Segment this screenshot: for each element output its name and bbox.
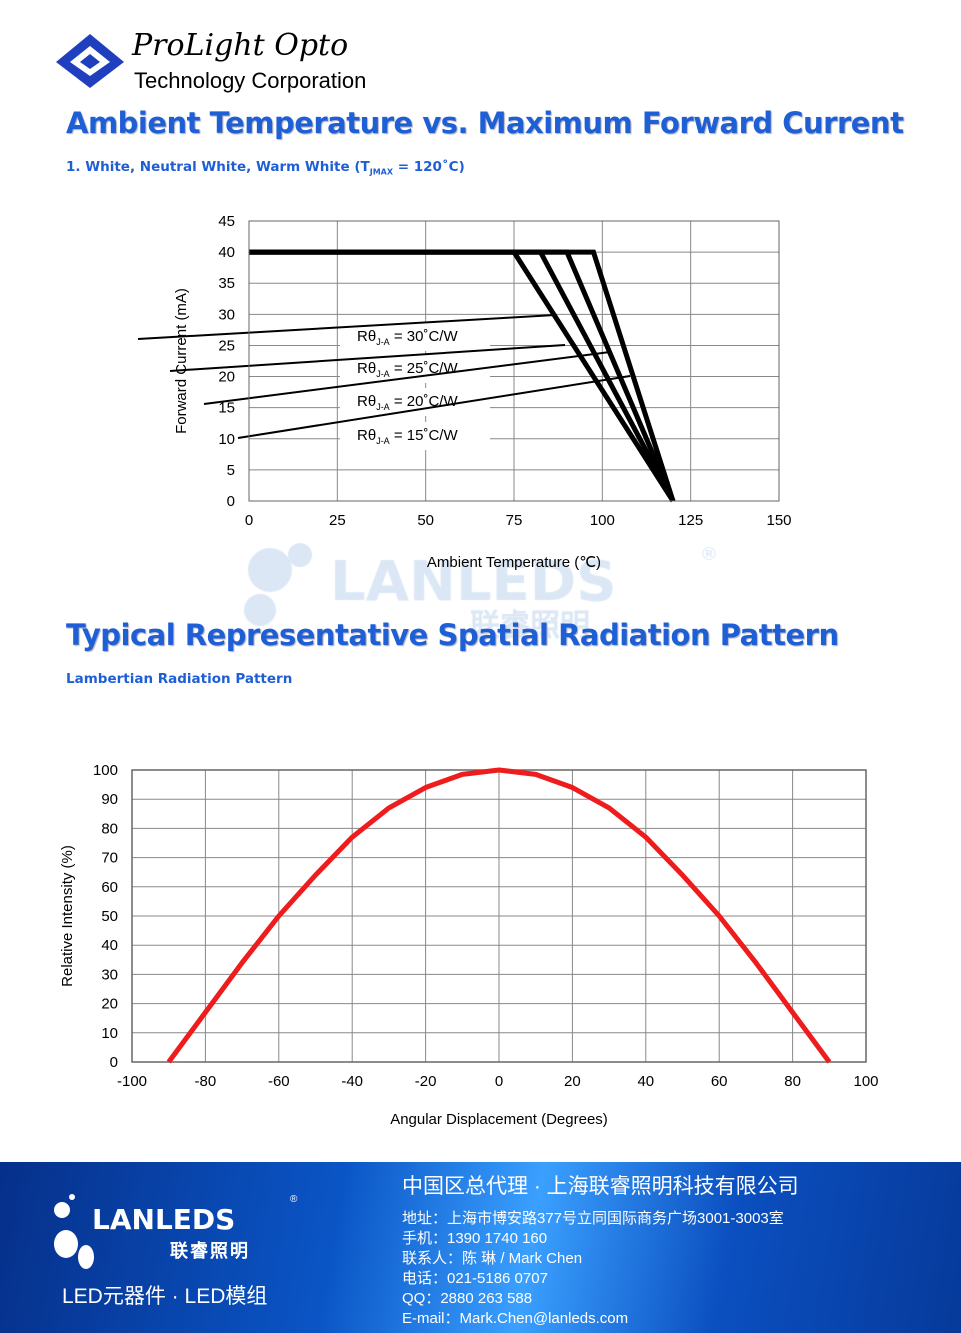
y-tick-label: 0 [110,1054,118,1071]
section2-title: Typical Representative Spatial Radiation… [66,618,839,652]
y-tick-label: 90 [101,791,118,808]
y-tick-label: 15 [218,400,235,417]
logo: ProLight Opto Technology Corporation [52,28,392,95]
footer-company: 中国区总代理 · 上海联睿照明科技有限公司 [402,1175,799,1198]
section1-title: Ambient Temperature vs. Maximum Forward … [66,106,904,140]
x-tick-label: 0 [245,512,253,529]
y-tick-label: 80 [101,820,118,837]
y-tick-label: 0 [227,493,235,510]
forward-current-chart: 0 25 50 75 100 125 150 0 5 10 15 20 25 30 35 40 45 Ambien… [137,213,792,571]
y-axis-label: Forward Current (mA) [173,288,190,434]
rth-label: RθJ-A = 30˚C/W [357,328,458,347]
footer-address: 地址：上海市博安路377号立同国际商务广场3001-3003室 [402,1210,784,1227]
footer-qq: QQ：2880 263 588 [402,1290,533,1307]
rth-label: RθJ-A = 20˚C/W [357,393,458,412]
x-tick-label: -100 [117,1073,147,1090]
y-tick-label: 50 [101,908,118,925]
label-bg [340,323,490,351]
rth-label: RθJ-A = 25˚C/W [357,360,458,379]
x-tick-label: -20 [415,1073,437,1090]
y-tick-label: 40 [218,244,235,261]
y-tick-label: 100 [93,762,118,779]
rth-label: RθJ-A = 15˚C/W [357,427,458,446]
x-tick-label: 80 [784,1073,801,1090]
x-tick-label: 150 [766,512,791,529]
x-axis-label: Ambient Temperature (℃) [427,554,601,571]
x-tick-label: 75 [506,512,523,529]
x-tick-label: 125 [678,512,703,529]
footer-email[interactable]: E-mail：Mark.Chen@lanleds.com [402,1310,629,1327]
logo-line1: ProLight Opto [132,28,349,63]
label-bg [340,355,490,383]
derating-line [249,249,676,502]
x-tick-label: 100 [853,1073,878,1090]
y-tick-label: 5 [227,462,235,479]
section1-subtitle: 1. White, Neutral White, Warm White (TJM… [66,159,465,177]
y-tick-label: 35 [218,275,235,292]
label-leader-line [203,351,611,405]
logo-line2: Technology Corporation [134,68,367,93]
x-tick-label: 20 [564,1073,581,1090]
x-tick-label: 40 [637,1073,654,1090]
y-tick-label: 30 [218,306,235,323]
y-tick-label: 25 [218,337,235,354]
x-tick-label: 50 [417,512,434,529]
plot-frame [248,220,780,502]
x-tick-label: -80 [195,1073,217,1090]
intensity-curve [166,767,832,1064]
watermark [240,530,740,640]
footer-mobile: 手机：1390 1740 160 [402,1230,548,1247]
x-tick-label: 100 [590,512,615,529]
label-leader-line [237,375,631,439]
y-tick-label: 20 [218,369,235,386]
label-leader-line [169,344,566,372]
footer-logo-text: LANLEDS [92,1203,236,1236]
x-tick-label: 0 [495,1073,503,1090]
footer-contact: 联系人：陈 琳 / Mark Chen [402,1250,583,1267]
footer-tagline: LED元器件 · LED模组 [62,1285,268,1308]
y-tick-label: 30 [101,966,118,983]
y-tick-label: 60 [101,879,118,896]
y-tick-label: 70 [101,850,118,867]
x-tick-label: -40 [341,1073,363,1090]
footer-logo-cn: 联睿照明 [170,1241,250,1261]
label-leader-line [137,314,556,340]
y-axis-label: Relative Intensity (%) [59,845,76,987]
logo-dots-icon [54,1194,94,1269]
x-tick-label: 25 [329,512,346,529]
x-tick-label: -60 [268,1073,290,1090]
y-tick-label: 10 [101,1025,118,1042]
section2-subtitle: Lambertian Radiation Pattern [66,671,293,687]
x-tick-label: 60 [711,1073,728,1090]
logo-diamond-icon [56,34,124,88]
radiation-pattern-chart: -100 -80 -60 -40 -20 0 20 40 60 80 100 0 10 20 30 40 50 6… [59,762,879,1128]
footer-banner: LANLEDS ® 联睿照明 LED元器件 · LED模组 中国区总代理 · 上… [0,1162,961,1333]
y-tick-label: 20 [101,996,118,1013]
y-tick-label: 45 [218,213,235,230]
footer-phone: 电话：021-5186 0707 [402,1270,548,1287]
y-tick-label: 40 [101,937,118,954]
footer-logo-reg: ® [290,1194,298,1205]
y-tick-label: 10 [218,431,235,448]
x-axis-label: Angular Displacement (Degrees) [390,1111,608,1128]
label-bg [340,422,490,450]
